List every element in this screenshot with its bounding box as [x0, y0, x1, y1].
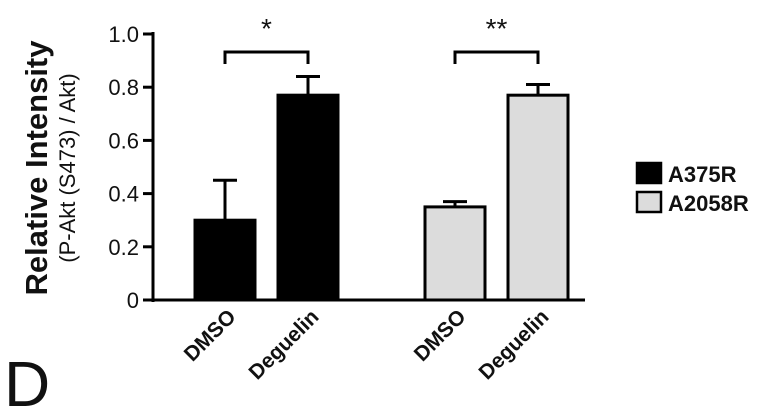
y-tick-label: 0.8	[108, 75, 139, 100]
x-tick-label: Deguelin	[245, 305, 324, 384]
significance-bracket	[453, 50, 540, 64]
x-axis-labels: DMSO Deguelin DMSO Deguelin	[180, 305, 554, 384]
panel-label: D	[4, 348, 51, 420]
legend-label-a375r: A375R	[668, 162, 737, 187]
significance-marker: **	[486, 13, 508, 44]
bar	[506, 93, 570, 302]
y-tick-label: 0	[127, 288, 139, 313]
bars	[153, 75, 585, 302]
y-axis-title: Relative Intensity	[19, 40, 54, 296]
bar	[193, 218, 257, 302]
significance-brackets: * **	[223, 13, 540, 64]
y-tick-label: 0.4	[108, 182, 139, 207]
significance-marker: *	[261, 13, 272, 44]
y-tick-label: 1.0	[108, 22, 139, 47]
y-tick-label: 0.2	[108, 235, 139, 260]
legend-swatch-a2058r	[635, 190, 663, 214]
bar	[276, 93, 340, 302]
x-tick-label: DMSO	[410, 305, 471, 366]
x-tick-label: Deguelin	[475, 305, 554, 384]
legend-swatch-a375r	[635, 161, 663, 185]
y-tick-label: 0.6	[108, 128, 139, 153]
bar	[423, 205, 487, 302]
x-tick-label: DMSO	[180, 305, 241, 366]
significance-bracket	[223, 50, 310, 64]
y-axis-subtitle: (P-Akt (S473) / Akt)	[55, 73, 80, 263]
legend-label-a2058r: A2058R	[668, 191, 749, 216]
y-axis-ticks: 0 0.2 0.4 0.6 0.8 1.0	[108, 22, 153, 313]
legend: A375R A2058R	[635, 161, 749, 216]
